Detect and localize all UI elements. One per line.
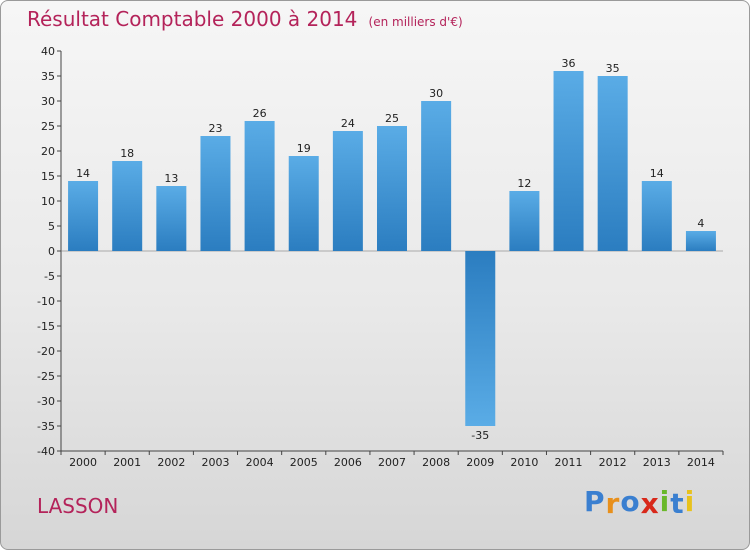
x-tick-label: 2009	[466, 456, 494, 469]
data-label-2009: -35	[471, 429, 489, 442]
data-label-2004: 26	[253, 107, 267, 120]
bar-2006	[332, 131, 363, 251]
y-tick-label: -25	[37, 370, 55, 383]
data-label-2006: 24	[341, 117, 355, 130]
chart-title: Résultat Comptable 2000 à 2014 (en milli…	[27, 7, 463, 31]
bars	[68, 71, 716, 426]
y-tick-label: -40	[37, 445, 55, 458]
data-label-2013: 14	[650, 167, 664, 180]
data-label-2008: 30	[429, 87, 443, 100]
y-tick-label: -35	[37, 420, 55, 433]
data-label-2007: 25	[385, 112, 399, 125]
bar-2014	[685, 231, 716, 251]
commune-name: LASSON	[37, 494, 119, 518]
data-labels: 14 18 13 23 26 19 24 25 30 -35 12 36 35 14 4	[76, 57, 704, 442]
x-tick-label: 2002	[157, 456, 185, 469]
y-tick-label: 10	[41, 195, 55, 208]
data-label-2010: 12	[517, 177, 531, 190]
x-tick-label: 2014	[687, 456, 715, 469]
logo-letter: r	[605, 487, 621, 520]
y-tick-label: -10	[37, 295, 55, 308]
bar-2013	[641, 181, 672, 251]
y-tick-label: 25	[41, 120, 55, 133]
y-tick-label: -15	[37, 320, 55, 333]
data-label-2000: 14	[76, 167, 90, 180]
bar-2002	[156, 186, 187, 251]
x-tick-label: 2008	[422, 456, 450, 469]
x-tick-label: 2013	[643, 456, 671, 469]
y-tick-label: 0	[48, 245, 55, 258]
logo-letter: t	[670, 487, 685, 520]
bar-2009	[465, 251, 496, 426]
bar-2000	[68, 181, 99, 251]
x-tick-label: 2000	[69, 456, 97, 469]
y-tick-label: -5	[44, 270, 55, 283]
x-tick-label: 2004	[246, 456, 274, 469]
bar-2003	[200, 136, 231, 251]
y-tick-label: -30	[37, 395, 55, 408]
x-tick-label: 2007	[378, 456, 406, 469]
x-tick-label: 2010	[510, 456, 538, 469]
bar-2007	[377, 126, 407, 251]
y-tick-label: 15	[41, 170, 55, 183]
bar-2010	[509, 191, 540, 251]
y-tick-label: 30	[41, 95, 55, 108]
data-label-2003: 23	[208, 122, 222, 135]
y-tick-label: 40	[41, 45, 55, 58]
y-tick-label: -20	[37, 345, 55, 358]
logo-letter: x	[640, 487, 660, 520]
logo-letter: P	[584, 485, 606, 518]
data-label-2014: 4	[697, 217, 704, 230]
bar-2011	[553, 71, 584, 251]
data-label-2005: 19	[297, 142, 311, 155]
data-label-2011: 36	[562, 57, 576, 70]
x-tick-label: 2003	[201, 456, 229, 469]
y-tick-label: 35	[41, 70, 55, 83]
y-axis: 40 35 30 25 20 15 10 5 0 -5 -10 -15 -20 -25 -30 -35 -40	[37, 45, 62, 458]
data-label-2001: 18	[120, 147, 134, 160]
x-tick-label: 2006	[334, 456, 362, 469]
data-label-2012: 35	[606, 62, 620, 75]
y-tick-label: 20	[41, 145, 55, 158]
bar-2001	[112, 161, 143, 251]
bar-2008	[421, 101, 452, 251]
bar-2012	[597, 76, 628, 251]
logo-letter: i	[659, 485, 671, 518]
chart-title-main: Résultat Comptable 2000 à 2014	[27, 7, 358, 31]
x-tick-label: 2011	[555, 456, 583, 469]
bar-2004	[244, 121, 275, 251]
logo-letter: o	[620, 485, 641, 518]
x-tick-label: 2005	[290, 456, 318, 469]
x-tick-label: 2012	[599, 456, 627, 469]
y-tick-label: 5	[48, 220, 55, 233]
x-tick-label: 2001	[113, 456, 141, 469]
chart-subtitle: (en milliers d'€)	[368, 15, 463, 29]
bar-2005	[288, 156, 319, 251]
logo-letter: i	[684, 485, 696, 518]
data-label-2002: 13	[164, 172, 178, 185]
proxiti-logo: Proxiti	[584, 485, 696, 520]
